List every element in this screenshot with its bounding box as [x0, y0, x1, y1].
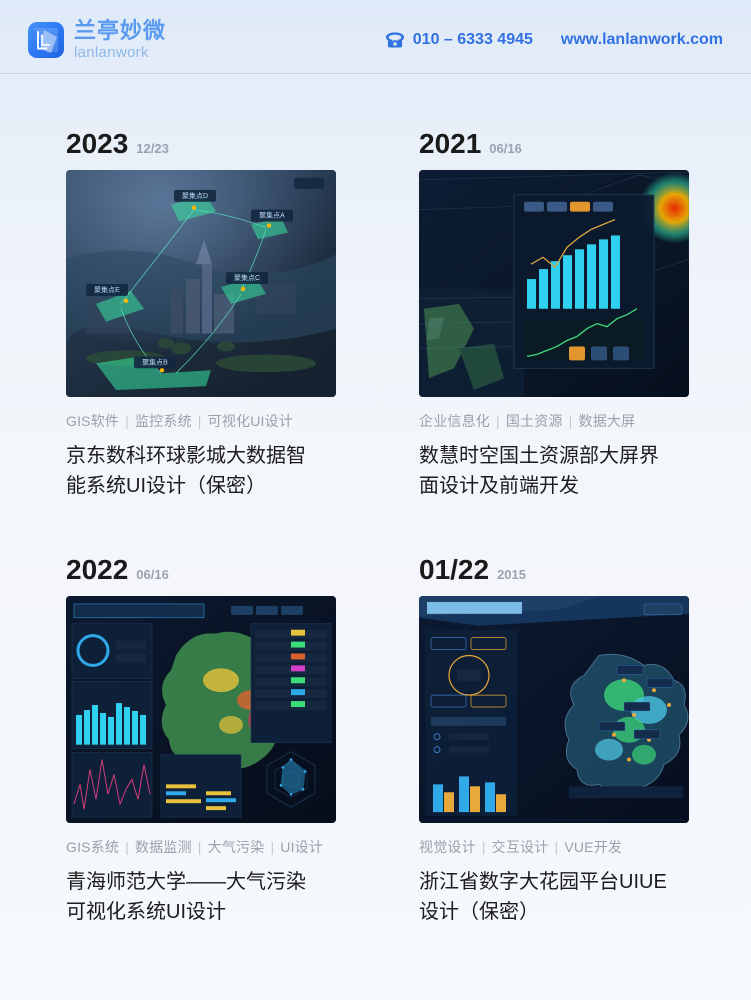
svg-text:聚集点A: 聚集点A — [259, 211, 285, 220]
svg-text:聚集点B: 聚集点B — [142, 357, 168, 366]
svg-text:聚集点E: 聚集点E — [94, 285, 120, 294]
svg-text:聚集点C: 聚集点C — [234, 273, 260, 282]
svg-text:聚集点D: 聚集点D — [182, 191, 208, 200]
